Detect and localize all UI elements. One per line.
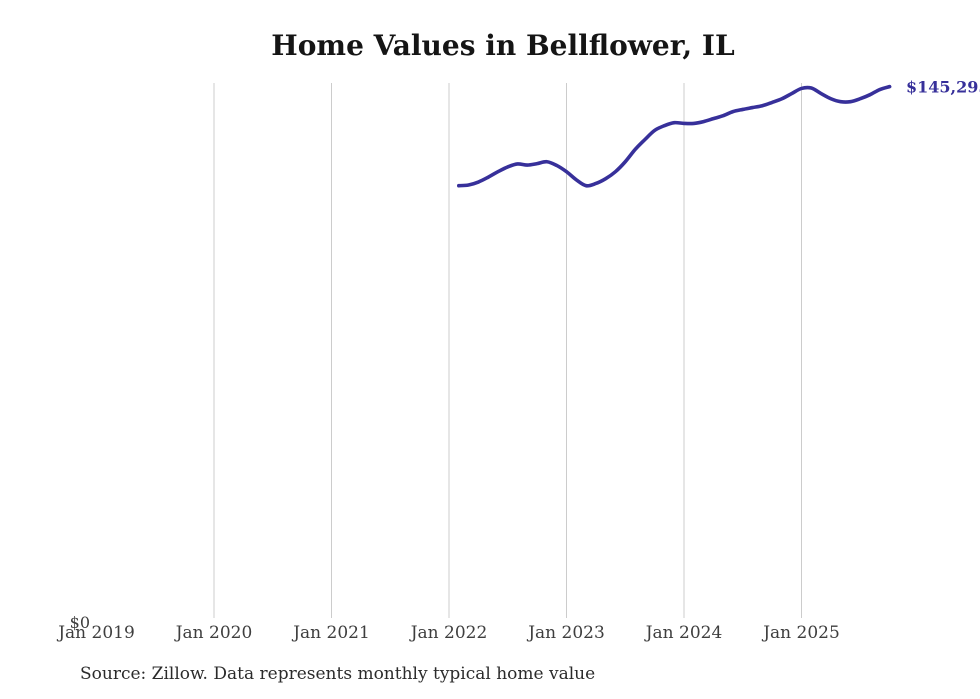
home-value-line bbox=[456, 84, 892, 188]
x-tick-label-jan-2020: Jan 2020 bbox=[175, 623, 253, 643]
x-tick-label-jan-2022: Jan 2022 bbox=[410, 623, 488, 643]
chart-title: Home Values in Bellflower, IL bbox=[271, 29, 735, 62]
y-axis-zero-label: $0 bbox=[69, 613, 90, 632]
x-tick-label-jan-2021: Jan 2021 bbox=[293, 623, 370, 643]
source-note: Source: Zillow. Data represents monthly … bbox=[80, 664, 596, 684]
x-tick-label-jan-2023: Jan 2023 bbox=[528, 623, 605, 643]
x-tick-label-jan-2019: Jan 2019 bbox=[58, 623, 135, 643]
x-tick-label-jan-2024: Jan 2024 bbox=[645, 623, 723, 643]
x-tick-label-jan-2025: Jan 2025 bbox=[763, 623, 840, 643]
latest-value-label: $145,295 bbox=[906, 77, 980, 97]
